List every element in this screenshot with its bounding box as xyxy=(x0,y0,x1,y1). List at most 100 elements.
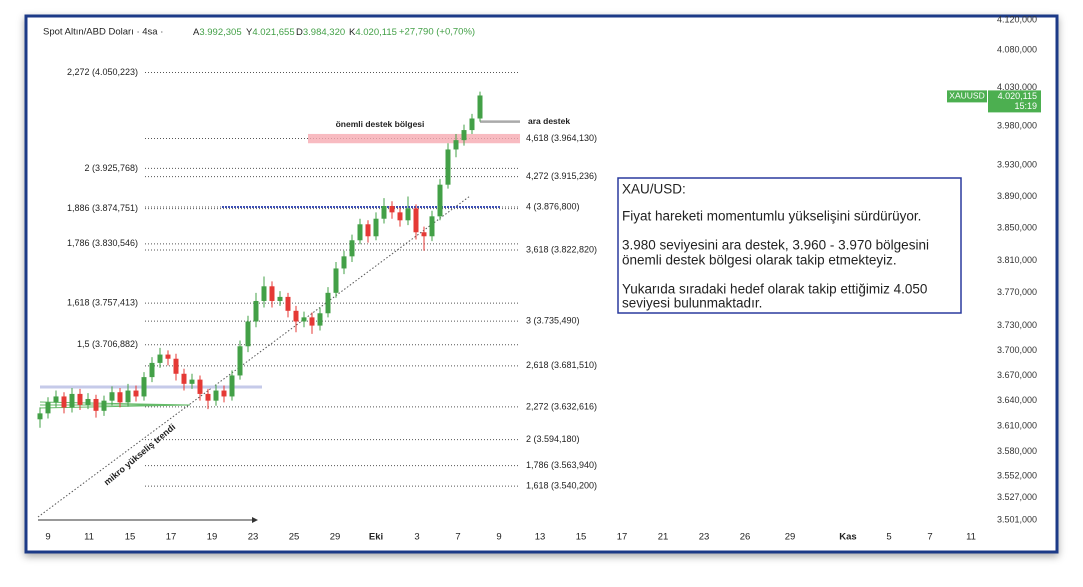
x-tick-label: 11 xyxy=(84,532,94,543)
candle-body xyxy=(109,392,115,401)
y-tick-label: 3.890,000 xyxy=(997,191,1037,201)
candle-body xyxy=(429,216,435,237)
y-tick-label: 3.770,000 xyxy=(997,287,1037,297)
x-tick-label: 29 xyxy=(330,532,341,543)
candle-body xyxy=(421,232,427,237)
candle-body xyxy=(173,358,179,374)
note-line: seviyesi bulunmaktadır. xyxy=(622,296,762,311)
candle-body xyxy=(45,402,51,414)
y-tick-label: 3.580,000 xyxy=(997,446,1037,456)
fib-label: 2 (3.594,180) xyxy=(526,434,580,444)
fib-label: 1,5 (3.706,882) xyxy=(77,339,138,349)
change: +27,790 (+0,70%) xyxy=(399,27,475,38)
y-tick-label: 4.080,000 xyxy=(997,44,1037,54)
x-tick-label: 7 xyxy=(455,532,460,543)
y-tick-label: 3.810,000 xyxy=(997,255,1037,265)
candle-body xyxy=(325,292,331,314)
intermediate-support-label: ara destek xyxy=(528,116,570,126)
candle-body xyxy=(149,362,155,378)
fib-label: 2,272 (4.050,223) xyxy=(67,67,138,77)
candle-body xyxy=(157,354,163,363)
y-tick-label: 4.030,000 xyxy=(997,82,1037,92)
symbol: Spot Altın/ABD Doları · 4sa · xyxy=(43,27,163,38)
fib-label: 4,618 (3.964,130) xyxy=(526,133,597,143)
candle-body xyxy=(101,400,107,411)
x-tick-label: 15 xyxy=(125,532,136,543)
candle-body xyxy=(245,321,251,347)
x-tick-label: 26 xyxy=(740,532,751,543)
note-line: Yukarıda sıradaki hedef olarak takip ett… xyxy=(622,282,927,297)
price-tag-countdown: 15:19 xyxy=(1014,101,1037,111)
fib-label: 3 (3.735,490) xyxy=(526,315,580,325)
candle-body xyxy=(53,396,59,403)
price-tag-label: 4.020,115 xyxy=(998,91,1037,101)
candle-body xyxy=(141,377,147,397)
candle-body xyxy=(117,392,123,403)
x-tick-label: 13 xyxy=(535,532,546,543)
candle-body xyxy=(229,375,235,397)
x-tick-label: 9 xyxy=(496,532,501,543)
y-tick-label: 3.501,000 xyxy=(997,515,1037,525)
x-tick-label: 15 xyxy=(576,532,587,543)
fib-label: 1,886 (3.874,751) xyxy=(67,203,138,213)
candle-body xyxy=(293,310,299,322)
x-tick-label: 29 xyxy=(785,532,796,543)
candle-body xyxy=(77,393,83,405)
fib-label: 1,618 (3.540,200) xyxy=(526,480,597,490)
candle-body xyxy=(397,212,403,221)
x-tick-label: 19 xyxy=(207,532,218,543)
candle-body xyxy=(477,95,483,119)
candle-body xyxy=(285,296,291,311)
y-tick-label: 3.730,000 xyxy=(997,320,1037,330)
fib-label: 3,618 (3.822,820) xyxy=(526,244,597,254)
note-line: 3.980 seviyesini ara destek, 3.960 - 3.9… xyxy=(622,238,929,253)
x-tick-label: 25 xyxy=(289,532,300,543)
candle-body xyxy=(189,379,195,384)
candle-body xyxy=(437,184,443,217)
ohlc-k: K4.020,115 xyxy=(349,27,397,38)
support-zone-label: önemli destek bölgesi xyxy=(336,119,425,129)
y-tick-label: 3.930,000 xyxy=(997,159,1037,169)
candle-body xyxy=(349,240,355,257)
ohlc-d: D3.984,320 xyxy=(296,27,345,38)
note-line: önemli destek bölgesi olarak takip etmek… xyxy=(622,253,897,268)
candle-body xyxy=(37,413,43,420)
x-tick-label: Kas xyxy=(839,532,856,543)
x-tick-label: 17 xyxy=(617,532,628,543)
candle-body xyxy=(133,390,139,397)
note-title: XAU/USD: xyxy=(622,182,686,197)
x-tick-label: Eki xyxy=(369,532,383,543)
candle-body xyxy=(85,398,91,405)
candle-body xyxy=(181,373,187,384)
candle-body xyxy=(69,393,75,408)
x-tick-label: 17 xyxy=(166,532,177,543)
candle-body xyxy=(237,346,243,376)
y-tick-label: 3.552,000 xyxy=(997,470,1037,480)
x-tick-label: 3 xyxy=(414,532,419,543)
x-tick-label: 5 xyxy=(886,532,891,543)
fib-label: 4 (3.876,800) xyxy=(526,201,580,211)
x-tick-label: 21 xyxy=(658,532,669,543)
note-line: Fiyat hareketi momentumlu yükselişini sü… xyxy=(622,209,921,224)
candle-body xyxy=(373,218,379,237)
candle-body xyxy=(365,224,371,237)
fib-label: 2,272 (3.632,616) xyxy=(526,401,597,411)
candle-body xyxy=(93,398,99,411)
x-tick-label: 7 xyxy=(927,532,932,543)
fib-label: 4,272 (3.915,236) xyxy=(526,171,597,181)
candle-body xyxy=(277,296,283,301)
y-tick-label: 3.670,000 xyxy=(997,370,1037,380)
candle-body xyxy=(253,300,259,322)
support-zone xyxy=(308,133,520,144)
fib-label: 2 (3.925,768) xyxy=(84,163,138,173)
y-tick-label: 3.527,000 xyxy=(997,492,1037,502)
candle-body xyxy=(213,390,219,401)
fib-label: 2,618 (3.681,510) xyxy=(526,360,597,370)
x-tick-label: 23 xyxy=(699,532,710,543)
candle-body xyxy=(269,286,275,301)
candle-body xyxy=(205,393,211,401)
candle-body xyxy=(381,206,387,219)
candle-body xyxy=(469,118,475,131)
candle-body xyxy=(357,224,363,241)
